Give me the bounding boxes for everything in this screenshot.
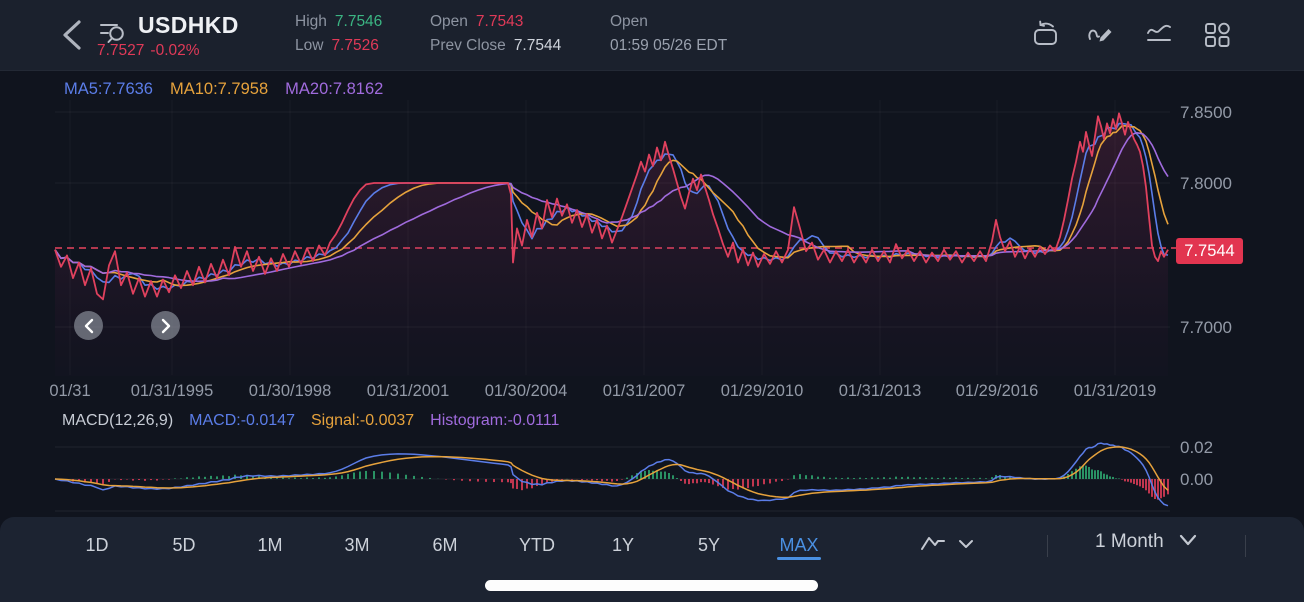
x-axis-label-4: 01/30/2004 [484,382,568,400]
current-change: -0.02% [150,42,200,59]
symbol-title: USDHKD [138,12,239,38]
x-axis-label-3: 01/31/2001 [366,382,450,400]
ma5-legend: MA5:7.7636 [64,80,153,98]
tab-5d[interactable]: 5D [172,535,196,555]
x-axis-label-1: 01/31/1995 [130,382,214,400]
widgets-button[interactable] [1202,20,1232,50]
indicators-button[interactable] [1144,20,1174,50]
widgets-grid-icon [1205,22,1230,47]
y-axis-label-780: 7.8000 [1180,174,1232,193]
x-axis-label-5: 01/31/2007 [602,382,686,400]
last-price-badge: 7.7544 [1176,238,1243,264]
current-price: 7.7527 [97,42,145,59]
scroll-left-button[interactable] [74,311,103,340]
back-button[interactable] [58,18,88,52]
indicator-line-icon [1147,24,1171,41]
low-label: Low [295,37,324,54]
low-value: 7.7526 [331,37,379,54]
tab-5y[interactable]: 5Y [697,535,721,555]
macd-y-label-002: 0.02 [1180,438,1214,457]
chevron-left-icon [84,318,93,333]
tab-1d[interactable]: 1D [85,535,109,555]
rotate-screen-button[interactable] [1031,20,1061,50]
tab-ytd[interactable]: YTD [519,535,555,555]
session-time: 01:59 05/26 EDT [610,37,728,54]
tab-1m[interactable]: 1M [257,535,283,555]
timeframe-bar: 1D 5D 1M 3M 6M YTD 1Y 5Y MAX 1 Month [0,517,1304,602]
stats-session: Open 01:59 05/26 EDT [610,10,727,58]
x-axis-label-0: 01/31 [49,382,91,400]
x-axis-label-8: 01/29/2016 [955,382,1039,400]
macd-signal-value: Signal:-0.0037 [310,412,415,429]
bar-divider-2 [1245,535,1246,557]
tab-3m[interactable]: 3M [344,535,370,555]
current-price-change: 7.7527 -0.02% [97,42,206,60]
chevron-right-icon [161,318,170,333]
stats-high-low: High 7.7546 Low 7.7526 [295,10,382,58]
macd-legend: MACD(12,26,9) MACD:-0.0147 Signal:-0.003… [62,412,559,430]
ma10-legend: MA10:7.7958 [169,80,269,98]
tab-1y[interactable]: 1Y [611,535,635,555]
tab-6m[interactable]: 6M [432,535,458,555]
high-value: 7.7546 [334,13,383,30]
home-indicator[interactable] [485,580,818,591]
scroll-right-button[interactable] [151,311,180,340]
x-axis-label-2: 01/30/1998 [248,382,332,400]
session-label: Open [610,13,648,30]
chevron-down-icon [959,540,973,548]
bar-divider-1 [1047,535,1048,557]
rotate-screen-icon [1034,20,1057,45]
prev-close-value: 7.7544 [513,37,562,54]
stats-open-prev: Open 7.7543 Prev Close 7.7544 [430,10,561,58]
symbol-search-button[interactable] [98,18,130,50]
search-list-icon [100,24,124,43]
interval-button[interactable]: 1 Month [1095,531,1199,553]
chevron-down-icon [1179,534,1197,546]
x-axis-label-7: 01/31/2013 [838,382,922,400]
interval-label: 1 Month [1095,531,1164,552]
tab-max[interactable]: MAX [779,535,819,555]
active-tab-underline [777,557,821,560]
open-label: Open [430,13,468,30]
ma-legend: MA5:7.7636 MA10:7.7958 MA20:7.8162 [64,80,383,99]
header-bar: USDHKD 7.7527 -0.02% High 7.7546 Low 7.7526… [0,0,1304,71]
y-axis-label-785: 7.8500 [1180,103,1232,122]
draw-button[interactable] [1086,20,1116,50]
x-axis-label-6: 01/29/2010 [720,382,804,400]
chart-type-button[interactable] [918,531,980,557]
macd-value: MACD:-0.0147 [189,412,295,429]
open-value: 7.7543 [475,13,524,30]
macd-y-label-000: 0.00 [1180,470,1214,489]
macd-title: MACD(12,26,9) [62,412,174,429]
prev-close-label: Prev Close [430,37,506,54]
x-axis-label-9: 01/31/2019 [1073,382,1157,400]
line-chart-type-icon [921,537,945,550]
draw-pencil-icon [1088,29,1112,42]
ma20-legend: MA20:7.8162 [285,80,384,98]
high-label: High [295,13,327,30]
y-axis-label-770: 7.7000 [1180,318,1232,337]
macd-histogram-value: Histogram:-0.0111 [430,412,560,429]
